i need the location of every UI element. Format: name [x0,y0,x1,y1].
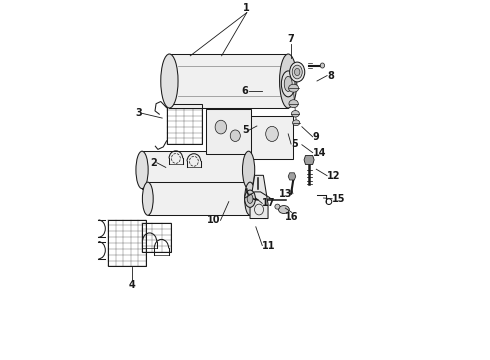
Ellipse shape [245,190,255,207]
Ellipse shape [247,194,253,203]
Ellipse shape [280,54,297,108]
Text: 9: 9 [313,132,319,142]
Ellipse shape [289,84,298,92]
Text: 17: 17 [262,198,276,208]
Text: 6: 6 [242,86,248,96]
Text: 13: 13 [279,189,293,199]
Ellipse shape [284,76,292,91]
Ellipse shape [266,126,278,141]
Text: 1: 1 [244,3,250,13]
Polygon shape [288,173,296,180]
Polygon shape [304,156,314,165]
Ellipse shape [293,120,300,126]
Text: 10: 10 [207,215,220,225]
Ellipse shape [245,182,255,215]
Ellipse shape [243,151,255,189]
Text: 8: 8 [327,71,334,81]
Ellipse shape [161,54,178,108]
Polygon shape [142,151,248,189]
Polygon shape [170,54,288,108]
Text: 11: 11 [262,240,276,251]
Text: 15: 15 [332,194,345,204]
Ellipse shape [294,68,300,76]
Ellipse shape [292,111,299,117]
Text: 5: 5 [291,139,298,149]
Ellipse shape [289,100,298,108]
Ellipse shape [278,206,289,213]
Ellipse shape [215,120,227,134]
Ellipse shape [292,65,302,79]
Ellipse shape [320,63,324,68]
Text: 3: 3 [136,108,143,118]
Text: 5: 5 [242,125,248,135]
Text: 12: 12 [327,171,341,181]
Text: 7: 7 [288,34,294,44]
Text: 16: 16 [285,212,298,222]
Ellipse shape [143,182,153,215]
Polygon shape [148,182,250,215]
Ellipse shape [275,204,280,209]
FancyBboxPatch shape [206,109,251,154]
FancyBboxPatch shape [244,116,293,159]
Ellipse shape [281,71,295,97]
Ellipse shape [290,62,305,82]
Text: 14: 14 [313,148,326,158]
Text: 4: 4 [128,280,135,290]
Ellipse shape [136,151,148,189]
Text: 2: 2 [150,158,157,168]
Ellipse shape [230,130,240,141]
Polygon shape [250,175,268,219]
